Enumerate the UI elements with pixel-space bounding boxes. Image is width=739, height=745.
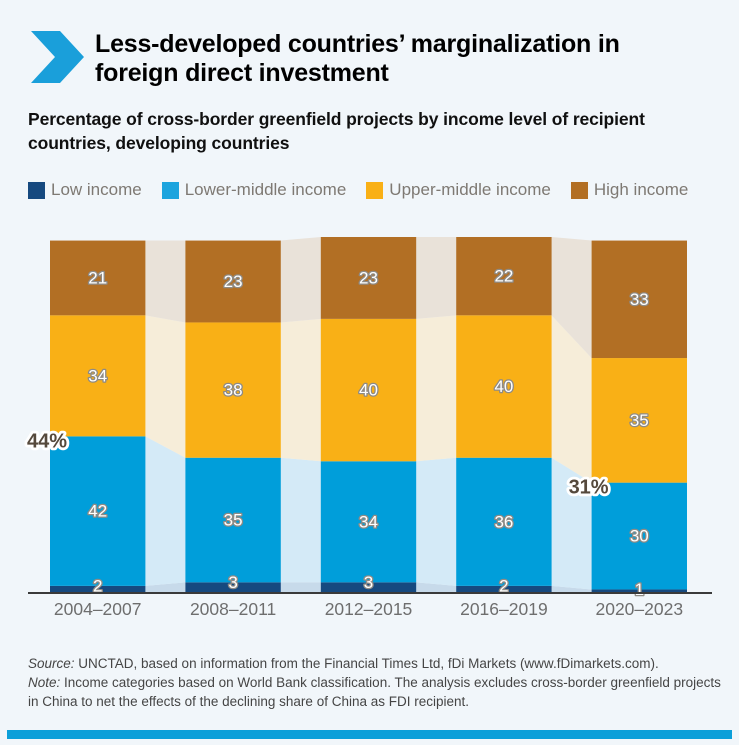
bar-segment-low-income-2016-2019 (456, 585, 552, 593)
flow-band-high-income (280, 237, 321, 323)
chart-subtitle: Percentage of cross-border greenfield pr… (28, 107, 728, 155)
note-label: Note: (28, 675, 61, 690)
chart-subtitle-line1: Percentage of cross-border greenfield pr… (28, 109, 645, 129)
bar-segment-low-income-2020-2023 (591, 589, 687, 593)
value-label-upper-middle-income-2004-2007: 34 (88, 366, 107, 385)
value-label-lower-middle-income-2016-2019: 36 (494, 512, 513, 531)
value-label-low-income-2012-2015: 3 (364, 573, 373, 592)
bar-segment-upper-middle-income-2012-2015 (320, 318, 417, 462)
bar-segment-high-income-2020-2023 (591, 240, 687, 359)
bar-segment-upper-middle-income-2008-2011 (185, 322, 281, 458)
bar-segment-high-income-2012-2015 (320, 237, 417, 319)
value-label-upper-middle-income-2016-2019: 40 (494, 377, 513, 396)
flow-band-high-income (416, 237, 457, 319)
legend-swatch-icon (366, 181, 384, 199)
flow-band-upper-middle-income (416, 315, 457, 462)
page-title-line2: foreign direct investment (95, 59, 389, 87)
value-label-low-income-2020-2023: 1 (635, 580, 644, 599)
flow-band-lower-middle-income (145, 436, 186, 586)
flow-band-lower-middle-income (551, 457, 592, 590)
axis-tick-label-2016-2019: 2016–2019 (460, 599, 548, 619)
flow-band-lower-middle-income (416, 457, 457, 586)
bar-segment-high-income-2008-2011 (185, 240, 281, 323)
bar-segment-upper-middle-income-2020-2023 (591, 358, 687, 483)
legend-swatch-icon (570, 181, 588, 199)
legend-label: Low income (51, 180, 142, 199)
bar-segment-lower-middle-income-2012-2015 (320, 461, 417, 583)
value-label-high-income-2004-2007: 21 (88, 268, 107, 287)
note-text: Income categories based on World Bank cl… (28, 675, 721, 709)
chart-legend: Low income Lower-middle income Upper-middl… (28, 180, 688, 200)
value-label-lower-middle-income-2012-2015: 34 (359, 512, 378, 531)
value-label-high-income-2012-2015: 23 (359, 268, 378, 287)
value-label-lower-middle-income-2004-2007: 42 (88, 502, 107, 521)
flow-band-upper-middle-income (145, 315, 186, 458)
value-label-high-income-2016-2019: 22 (494, 267, 513, 286)
axis-tick-label-2008-2011: 2008–2011 (190, 599, 276, 619)
value-label-high-income-2020-2023: 33 (630, 290, 649, 309)
bar-segment-lower-middle-income-2004-2007 (50, 436, 146, 586)
stacked-bar-chart: 2 42 34 21 3 35 38 23 3 34 40 23 2 36 40 22 1 30 35 33 2004–… (24, 237, 712, 619)
legend-item-2: Upper-middle income (366, 180, 551, 200)
value-label-low-income-2016-2019: 2 (499, 576, 508, 595)
value-label-low-income-2008-2011: 3 (228, 573, 237, 592)
flow-band-high-income (145, 240, 186, 323)
flow-band-upper-middle-income (280, 318, 321, 462)
annotation-44-: 44% (27, 430, 67, 452)
legend-label: High income (593, 180, 689, 199)
bar-segment-high-income-2004-2007 (50, 240, 146, 316)
source-label: Source: (28, 656, 75, 671)
bar-segment-lower-middle-income-2016-2019 (456, 457, 552, 586)
legend-item-3: High income (570, 180, 689, 200)
value-label-low-income-2004-2007: 2 (93, 576, 102, 595)
legend-swatch-icon (161, 181, 179, 199)
value-label-upper-middle-income-2012-2015: 40 (359, 381, 378, 400)
axis-tick-label-2004-2007: 2004–2007 (54, 599, 142, 619)
bar-segment-low-income-2008-2011 (185, 582, 281, 593)
flow-band-low-income (416, 582, 457, 593)
bar-segment-low-income-2012-2015 (320, 582, 417, 593)
footnote: Source: UNCTAD, based on information fro… (28, 654, 730, 711)
flow-band-lower-middle-income (280, 457, 321, 583)
chart-subtitle-line2: countries, developing countries (28, 133, 290, 153)
value-label-lower-middle-income-2008-2011: 35 (224, 511, 243, 530)
source-text: UNCTAD, based on information from the Fi… (74, 656, 659, 671)
legend-item-1: Lower-middle income (161, 180, 347, 200)
page-title: Less-developed countries’ marginalizatio… (95, 30, 715, 88)
flow-band-upper-middle-income (551, 315, 592, 483)
value-label-upper-middle-income-2008-2011: 38 (224, 381, 243, 400)
footer-accent-bar (7, 730, 732, 739)
legend-item-0: Low income (28, 180, 142, 200)
bar-segment-upper-middle-income-2004-2007 (50, 315, 146, 437)
chevron-icon-svg (31, 31, 84, 83)
bar-segment-lower-middle-income-2020-2023 (591, 482, 687, 590)
legend-swatch-icon (28, 181, 45, 199)
value-label-high-income-2008-2011: 23 (224, 272, 243, 291)
axis-tick-label-2012-2015: 2012–2015 (325, 599, 413, 619)
bar-segment-lower-middle-income-2008-2011 (185, 457, 281, 583)
chevron-shape (31, 31, 84, 83)
value-label-upper-middle-income-2020-2023: 35 (630, 411, 649, 430)
flow-band-low-income (280, 582, 321, 593)
annotation-31-: 31% (569, 477, 609, 499)
legend-label: Lower-middle income (184, 180, 347, 199)
bar-segment-upper-middle-income-2016-2019 (456, 315, 552, 458)
value-label-lower-middle-income-2020-2023: 30 (630, 527, 649, 546)
axis-tick-label-2020-2023: 2020–2023 (595, 599, 683, 619)
bar-segment-high-income-2016-2019 (456, 237, 552, 316)
legend-label: Upper-middle income (389, 180, 551, 199)
flow-band-high-income (551, 237, 592, 359)
bar-segment-low-income-2004-2007 (50, 585, 146, 593)
page-title-line1: Less-developed countries’ marginalizatio… (95, 30, 620, 58)
flow-band-low-income (145, 582, 186, 593)
flow-band-low-income (551, 585, 592, 593)
chevron-icon (31, 31, 84, 83)
